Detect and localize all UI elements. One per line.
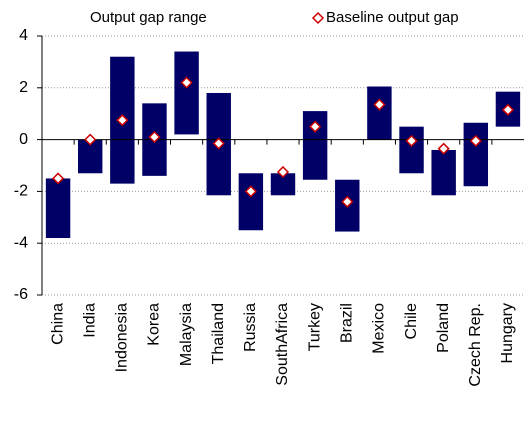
range-bar [367, 86, 392, 140]
range-bar [463, 122, 489, 187]
baseline-marker [244, 185, 257, 198]
baseline-marker [309, 120, 322, 133]
y-tick-label: -4 [14, 234, 28, 251]
baseline-marker [52, 172, 65, 185]
x-tick-label: Korea [146, 303, 163, 346]
range-bar [270, 173, 296, 196]
x-tick-label: SouthAfrica [274, 303, 291, 386]
x-tick-label: Turkey [306, 303, 323, 351]
x-tick-label: Mexico [371, 303, 388, 354]
range-bar [399, 126, 424, 174]
y-tick-label: 2 [19, 79, 28, 96]
x-tick-label: India [81, 303, 98, 338]
baseline-marker [84, 133, 97, 146]
x-tick-label: Indonesia [114, 303, 131, 372]
x-tick-label: Brazil [338, 303, 355, 343]
baseline-marker [341, 195, 354, 208]
y-tick-label: -2 [14, 183, 28, 200]
legend-label: Output gap range [90, 9, 207, 26]
baseline-marker [501, 103, 514, 116]
x-tick-label: Russia [242, 303, 259, 352]
y-tick-label: -6 [14, 286, 28, 303]
baseline-marker [437, 142, 450, 155]
range-bar [45, 178, 71, 239]
baseline-marker [116, 114, 129, 127]
baseline-marker [276, 165, 290, 179]
baseline-marker [469, 134, 482, 147]
range-bar [174, 51, 199, 135]
y-tick-label: 0 [19, 131, 28, 148]
baseline-marker [405, 134, 418, 147]
range-bar [431, 149, 456, 196]
x-tick-label: Thailand [210, 303, 227, 364]
x-tick-label: China [49, 303, 66, 345]
x-tick-label: Chile [403, 303, 420, 340]
x-tick-label: Poland [435, 303, 452, 353]
x-tick-label: Czech Rep. [467, 303, 484, 387]
baseline-marker [180, 76, 193, 89]
baseline-marker [212, 137, 225, 150]
x-tick-label: Hungary [499, 303, 516, 363]
baseline-marker [373, 98, 386, 111]
baseline-marker [148, 130, 161, 144]
legend-label: Baseline output gap [326, 9, 459, 26]
y-tick-label: 4 [19, 27, 28, 44]
x-tick-label: Malaysia [178, 303, 195, 366]
range-bar [238, 173, 264, 231]
legend-marker [311, 11, 325, 25]
